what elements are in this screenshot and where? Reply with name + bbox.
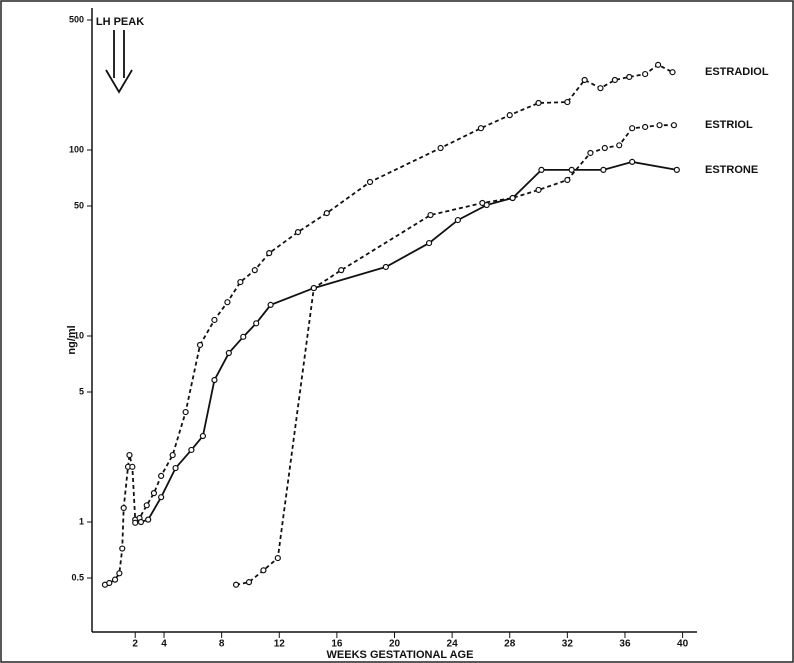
data-point — [597, 85, 604, 92]
data-point — [616, 142, 623, 149]
series-label: ESTRADIOL — [705, 66, 769, 78]
data-point — [188, 446, 195, 454]
data-point — [538, 166, 545, 173]
data-point — [260, 567, 267, 574]
data-point — [581, 76, 588, 84]
x-tick-label: 36 — [619, 639, 631, 650]
data-point — [240, 333, 247, 340]
data-point — [137, 518, 145, 526]
data-point — [656, 122, 663, 129]
data-point — [642, 70, 649, 78]
data-point — [251, 267, 258, 274]
x-tick-label: 4 — [161, 639, 167, 650]
data-point — [232, 581, 240, 588]
y-tick-label: 0.5 — [71, 572, 84, 582]
data-point — [106, 579, 113, 587]
x-tick-label: 24 — [447, 639, 459, 650]
data-point — [150, 490, 158, 497]
data-point — [143, 502, 150, 509]
x-tick-label: 2 — [132, 639, 138, 650]
data-point — [145, 516, 152, 523]
x-tick-label: 8 — [219, 639, 225, 650]
data-point — [509, 194, 516, 202]
data-point — [253, 320, 260, 327]
data-point — [111, 576, 119, 583]
data-point — [120, 504, 127, 512]
x-tick-label: 32 — [562, 639, 574, 650]
y-tick-label: 10 — [74, 330, 84, 340]
data-point — [310, 284, 317, 292]
data-point — [338, 267, 345, 274]
data-point — [427, 211, 434, 219]
data-point — [129, 463, 136, 470]
x-tick-label: 16 — [331, 639, 343, 650]
y-tick-label: 500 — [69, 14, 84, 24]
data-point — [655, 61, 662, 68]
data-point — [669, 69, 676, 76]
data-point — [626, 73, 633, 81]
y-tick-label: 5 — [79, 386, 84, 396]
data-point — [601, 144, 608, 152]
data-point — [629, 158, 636, 166]
data-point — [425, 239, 433, 247]
data-point — [454, 216, 461, 224]
data-point — [506, 112, 513, 119]
data-point — [126, 451, 133, 459]
data-point — [477, 125, 485, 132]
data-point — [483, 201, 490, 209]
data-point — [642, 123, 649, 131]
data-point — [267, 301, 274, 308]
data-point — [169, 451, 176, 459]
data-point — [158, 472, 165, 479]
data-point — [245, 579, 253, 586]
data-point — [172, 464, 179, 472]
y-axis-label: ng/ml — [66, 325, 78, 354]
data-point — [158, 494, 165, 501]
data-point — [600, 166, 607, 173]
data-point — [568, 166, 575, 173]
y-tick-label: 50 — [74, 200, 84, 210]
y-tick-label: 100 — [69, 144, 84, 154]
lh-arrow — [105, 30, 133, 94]
data-point — [274, 554, 281, 562]
data-point — [673, 166, 680, 173]
data-point — [196, 341, 204, 349]
data-point — [611, 76, 618, 84]
data-point — [119, 545, 126, 552]
series-label: ESTRONE — [705, 164, 758, 176]
data-point — [294, 228, 302, 236]
data-point — [182, 408, 189, 416]
y-tick-label: 1 — [79, 516, 84, 526]
data-point — [225, 349, 232, 357]
data-point — [323, 209, 330, 217]
data-point — [535, 186, 542, 194]
x-tick-label: 28 — [504, 639, 516, 650]
data-point — [670, 122, 678, 129]
x-tick-label: 40 — [677, 639, 689, 650]
data-point — [587, 149, 594, 157]
data-point — [211, 376, 218, 384]
data-point — [437, 144, 444, 152]
data-point — [211, 316, 218, 324]
data-point — [237, 278, 244, 286]
data-point — [266, 250, 273, 257]
data-point — [199, 432, 207, 440]
data-point — [535, 99, 542, 107]
data-point — [629, 125, 636, 132]
annotation: LH PEAK — [96, 16, 144, 28]
x-axis-label: WEEKS GESTATIONAL AGE — [327, 649, 474, 661]
data-point — [382, 263, 389, 271]
data-point — [224, 299, 231, 306]
data-point — [366, 178, 374, 186]
x-tick-label: 12 — [274, 639, 286, 650]
data-point — [116, 570, 123, 577]
data-point — [564, 98, 571, 106]
x-tick-label: 20 — [389, 639, 401, 650]
series-label: ESTRIOL — [705, 119, 753, 131]
data-point — [564, 176, 571, 184]
data-point — [132, 519, 139, 526]
